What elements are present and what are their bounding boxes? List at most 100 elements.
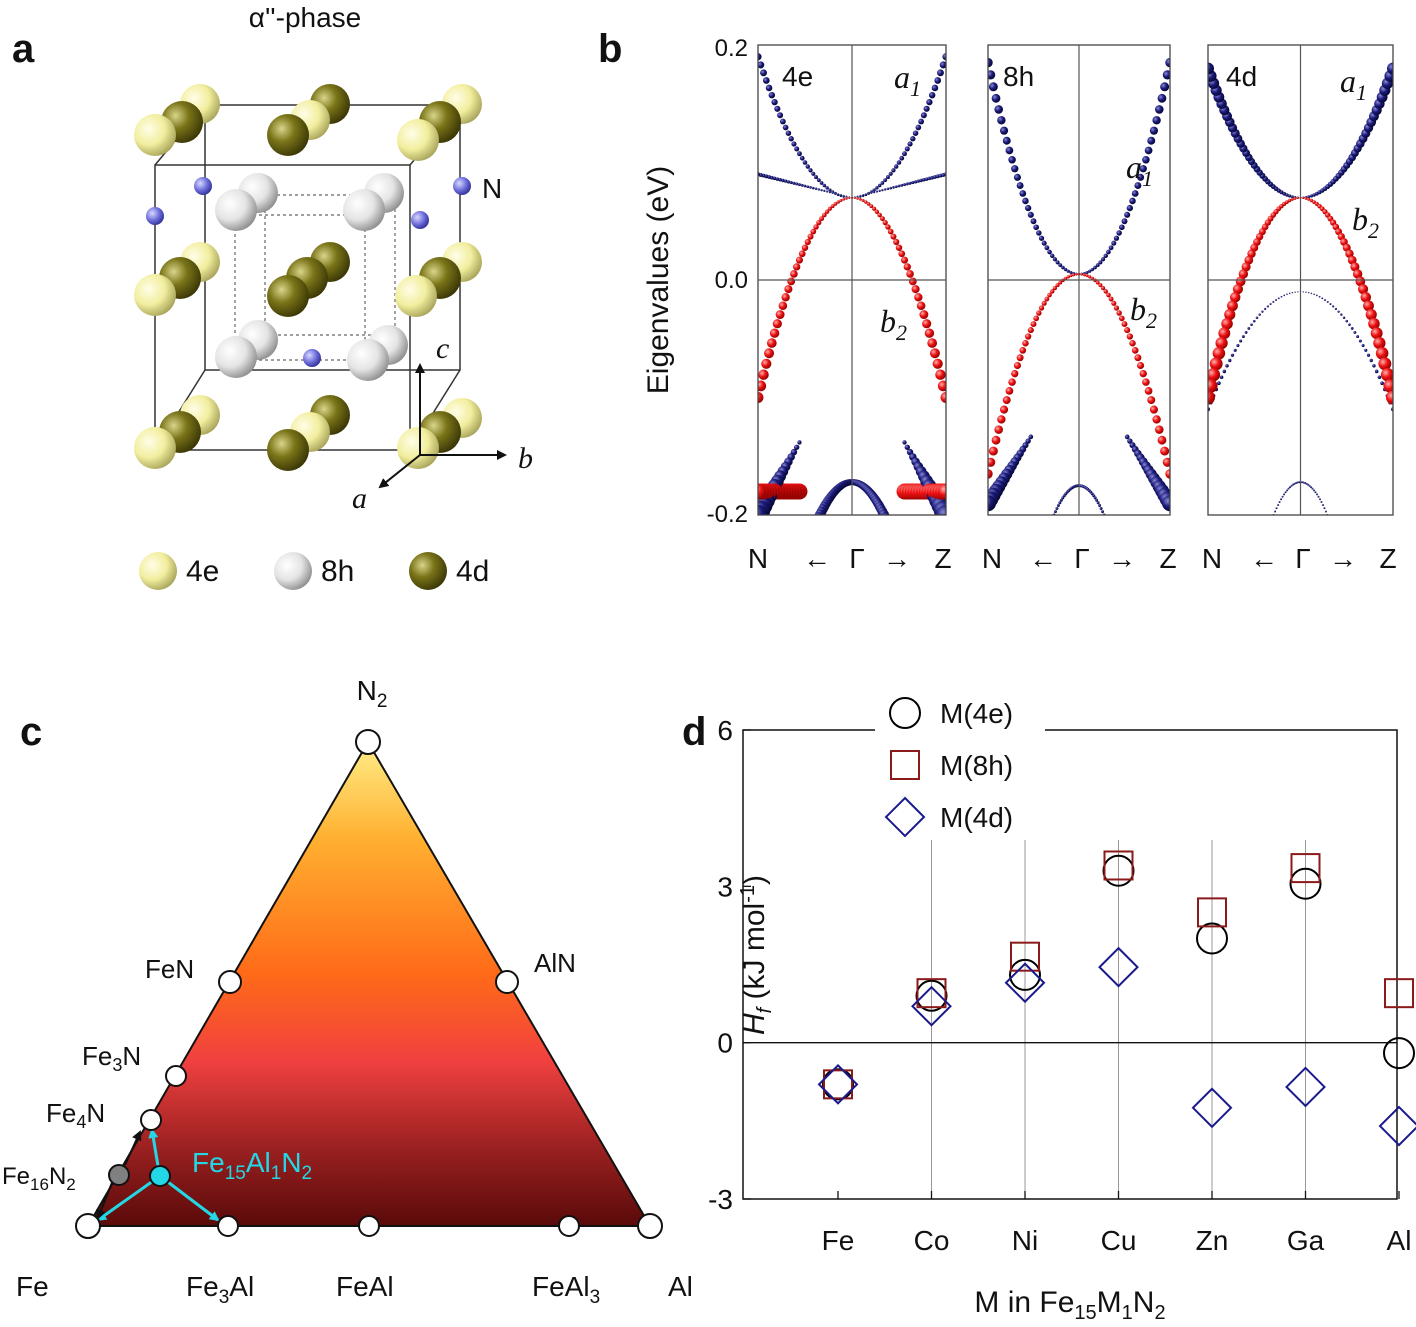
kpath-arrow-left: ← [1029, 543, 1057, 574]
band-point-a1 [1022, 197, 1029, 205]
band-point-a1 [1265, 535, 1267, 537]
band-point-b2 [1218, 327, 1231, 340]
band-point-a1 [904, 146, 910, 152]
band-point-b2 [816, 220, 822, 226]
band-point-a1 [1228, 358, 1232, 363]
ternary-points [75, 729, 663, 1239]
band-point-a1 [877, 183, 882, 188]
band-point-a1 [1028, 434, 1034, 440]
band-point-a1 [1345, 319, 1349, 323]
band-point-a1 [1027, 211, 1034, 218]
band-point-b2 [1347, 255, 1357, 265]
band-point-a1 [1165, 57, 1170, 68]
band-point-a1 [1315, 493, 1318, 496]
band-point-a1 [781, 178, 785, 183]
band-point-a1 [840, 194, 842, 196]
band-point-a1 [1278, 501, 1281, 504]
band-point-b2 [807, 233, 814, 240]
band-point-a1 [1252, 319, 1256, 323]
band-point-b2 [882, 220, 888, 226]
band-point-a1 [800, 183, 804, 187]
band-point-a1 [808, 168, 813, 173]
band-point-a1 [1149, 126, 1159, 135]
band-point-a1 [1320, 501, 1323, 504]
band-point-b2 [1368, 317, 1380, 330]
band-point-a1 [1061, 265, 1065, 270]
band-point-b2 [1126, 333, 1134, 340]
band-point-a1 [1366, 353, 1371, 357]
atom-4d [267, 429, 309, 471]
band-point-a1 [988, 495, 996, 512]
band-point-a1 [999, 126, 1009, 135]
band-point-b2 [1111, 300, 1117, 306]
legend-label: M(4e) [940, 698, 1013, 729]
band-point-a1 [1208, 62, 1214, 75]
band-point-b2 [903, 263, 911, 271]
band-point-a1 [1217, 381, 1221, 386]
band-point-a1 [812, 186, 815, 190]
band-point-a1 [1123, 582, 1126, 585]
band-point-b2 [1030, 321, 1037, 328]
band-point-a1 [791, 141, 797, 147]
band-point-b2 [1386, 390, 1393, 405]
band-point-a1 [935, 504, 946, 515]
band-point-a1 [1219, 375, 1224, 380]
panel-d: d 6 3 0 -3 Fe Co Ni Cu Zn Ga Al M in Fe15M1N2 Hf (kJ… [682, 686, 1416, 1324]
band-point-a1 [1280, 295, 1283, 298]
band-point-a1 [919, 178, 923, 183]
band-point-b2 [901, 256, 909, 264]
band-point-b2 [1215, 336, 1228, 350]
b-ytick-bottom: -0.2 [707, 501, 748, 528]
band-point-a1 [1134, 182, 1142, 190]
band-point-b2 [772, 319, 782, 329]
band-point-a1 [927, 176, 932, 181]
arrow-to-fe [96, 1174, 161, 1222]
panel-c-label: c [20, 710, 42, 754]
band-point-a1 [1013, 173, 1022, 181]
band-point-a1 [1268, 526, 1270, 528]
band-point-a1 [1314, 491, 1317, 494]
band-point-a1 [805, 164, 810, 169]
band-point-b2 [801, 244, 809, 251]
panel-b: b Eigenvalues (eV) 0.2 0.0 -0.2 4e 8h 4d… [598, 27, 1397, 585]
band-point-b2 [906, 270, 914, 278]
series-square [823, 850, 1414, 1100]
band-a1-4d: a1 [1340, 63, 1367, 105]
band-point-a1 [1016, 182, 1024, 190]
atoms-middle-layer [134, 242, 482, 317]
band-labels: a1 b2 a1 b2 a1 b2 [880, 59, 1379, 345]
band-point-a1 [768, 91, 776, 99]
band-point-a1 [1092, 494, 1096, 498]
atom-4e [134, 427, 176, 469]
band-point-a1 [1274, 510, 1277, 513]
band-point-a1 [1329, 302, 1332, 306]
b-ytick-top: 0.2 [715, 35, 748, 62]
band-point-a1 [1044, 245, 1050, 251]
band-point-b2 [842, 197, 846, 201]
band-point-a1 [881, 515, 891, 525]
band-point-a1 [772, 176, 777, 181]
band-point-a1 [1131, 190, 1139, 197]
band-point-a1 [805, 531, 816, 542]
band-point-a1 [937, 69, 944, 77]
band-point-a1 [907, 141, 913, 147]
band-point-a1 [1348, 323, 1351, 327]
kpath-n: N [748, 543, 768, 574]
band-point-a1 [1233, 348, 1237, 352]
band-point-a1 [1324, 299, 1326, 301]
band-point-a1 [1317, 495, 1320, 498]
x-tick-label: Zn [1196, 1225, 1229, 1256]
band-point-a1 [1244, 330, 1248, 334]
band-point-a1 [1303, 482, 1306, 485]
band-point-a1 [1364, 348, 1368, 352]
band-point-a1 [912, 130, 919, 136]
band-point-b2 [1118, 315, 1125, 322]
band-point-a1 [931, 84, 939, 92]
n-atom-label: N [482, 173, 502, 204]
band-point-b2 [1066, 275, 1070, 279]
atom-n [146, 207, 164, 225]
band-point-b2 [1358, 284, 1369, 295]
band-point-a1 [1293, 482, 1296, 485]
band-point-a1 [1312, 193, 1316, 197]
band-point-a1 [928, 91, 936, 99]
